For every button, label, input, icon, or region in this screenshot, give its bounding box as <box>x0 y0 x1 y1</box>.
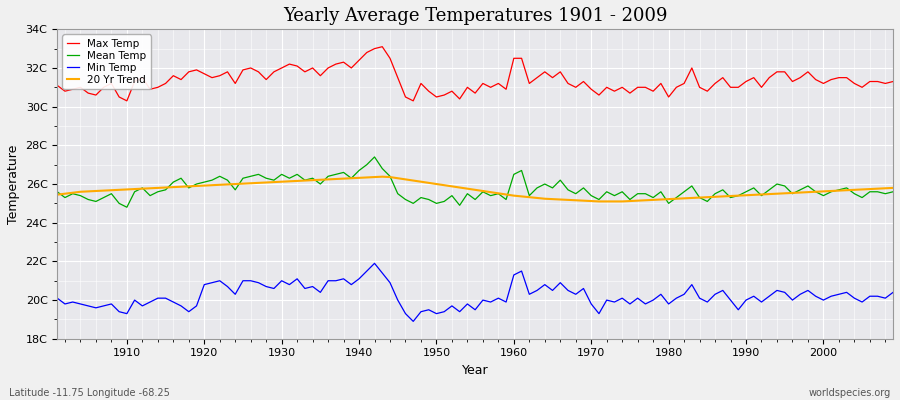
Max Temp <box>292 64 302 68</box>
Mean Temp <box>292 172 302 177</box>
X-axis label: Year: Year <box>462 364 489 377</box>
Title: Yearly Average Temperatures 1901 - 2009: Yearly Average Temperatures 1901 - 2009 <box>283 7 668 25</box>
Mean Temp <box>616 189 627 194</box>
Min Temp <box>517 269 527 274</box>
Min Temp <box>330 278 341 283</box>
Max Temp <box>122 98 132 103</box>
Min Temp <box>52 296 63 300</box>
Max Temp <box>52 83 63 88</box>
Min Temp <box>284 282 295 287</box>
Mean Temp <box>338 170 349 175</box>
20 Yr Trend <box>594 199 605 204</box>
20 Yr Trend <box>330 176 341 181</box>
Min Temp <box>616 296 627 300</box>
20 Yr Trend <box>377 174 388 179</box>
Max Temp <box>517 56 527 61</box>
20 Yr Trend <box>113 188 124 192</box>
Min Temp <box>887 290 898 295</box>
20 Yr Trend <box>284 179 295 184</box>
Mean Temp <box>524 193 535 198</box>
20 Yr Trend <box>616 199 627 204</box>
Max Temp <box>524 81 535 86</box>
Line: 20 Yr Trend: 20 Yr Trend <box>58 177 893 202</box>
Legend: Max Temp, Mean Temp, Min Temp, 20 Yr Trend: Max Temp, Mean Temp, Min Temp, 20 Yr Tre… <box>62 34 150 89</box>
Max Temp <box>377 44 388 49</box>
Mean Temp <box>113 201 124 206</box>
Text: Latitude -11.75 Longitude -68.25: Latitude -11.75 Longitude -68.25 <box>9 388 170 398</box>
Min Temp <box>369 261 380 266</box>
Line: Max Temp: Max Temp <box>58 47 893 101</box>
Mean Temp <box>517 168 527 173</box>
Y-axis label: Temperature: Temperature <box>7 144 20 224</box>
Max Temp <box>616 85 627 90</box>
Mean Temp <box>122 205 132 210</box>
20 Yr Trend <box>517 194 527 199</box>
Line: Mean Temp: Mean Temp <box>58 157 893 207</box>
20 Yr Trend <box>52 192 63 197</box>
Max Temp <box>887 79 898 84</box>
Max Temp <box>113 94 124 99</box>
Min Temp <box>408 319 418 324</box>
Line: Min Temp: Min Temp <box>58 263 893 321</box>
Mean Temp <box>369 154 380 159</box>
20 Yr Trend <box>887 186 898 190</box>
Max Temp <box>338 60 349 64</box>
20 Yr Trend <box>508 193 519 198</box>
Mean Temp <box>52 189 63 194</box>
Min Temp <box>113 309 124 314</box>
Text: worldspecies.org: worldspecies.org <box>809 388 891 398</box>
Min Temp <box>524 292 535 297</box>
Mean Temp <box>887 189 898 194</box>
